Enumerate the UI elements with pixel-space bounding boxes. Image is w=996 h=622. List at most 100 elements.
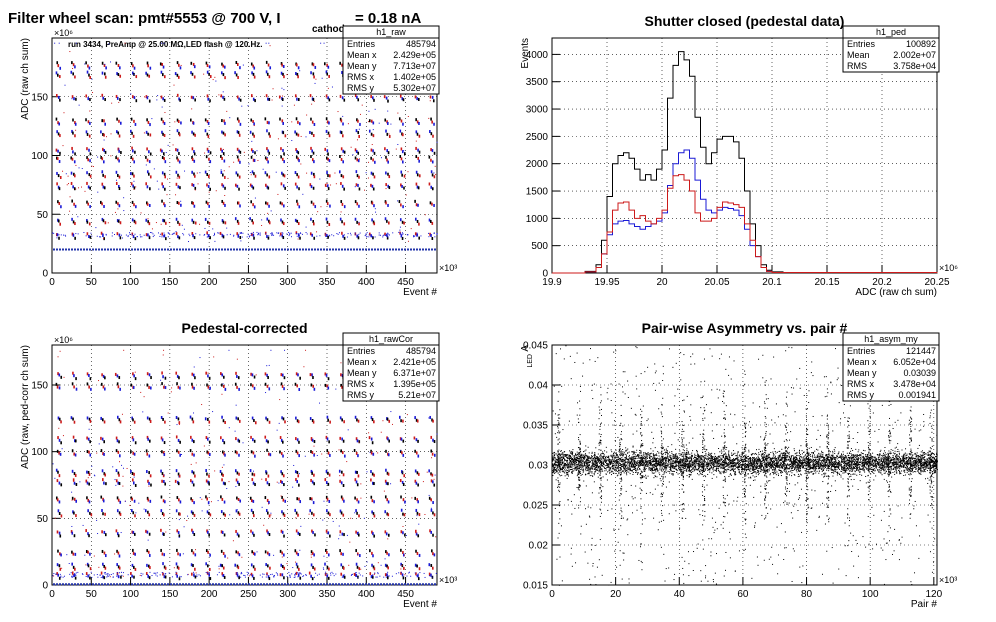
data-point-cluster xyxy=(311,480,314,484)
data-point-cluster xyxy=(236,173,239,177)
data-point xyxy=(685,457,687,459)
data-point xyxy=(568,463,570,465)
data-point xyxy=(281,556,283,558)
data-point xyxy=(846,452,848,454)
data-point xyxy=(407,115,409,117)
data-point xyxy=(928,467,930,469)
data-point xyxy=(247,105,249,107)
data-point-cluster xyxy=(207,134,210,138)
data-point xyxy=(271,233,273,235)
data-point xyxy=(811,460,813,462)
data-point xyxy=(673,470,675,472)
data-point-cluster xyxy=(104,175,106,179)
data-point-cluster xyxy=(116,117,118,121)
data-point-cluster xyxy=(340,200,343,204)
data-point-cluster xyxy=(356,234,358,238)
data-point xyxy=(692,467,694,469)
data-point-cluster xyxy=(280,373,283,377)
data-point xyxy=(667,466,669,468)
data-point xyxy=(368,432,370,434)
data-point xyxy=(775,452,777,454)
data-point-cluster xyxy=(193,150,195,154)
data-point-cluster xyxy=(117,471,120,475)
data-point-cluster xyxy=(250,155,253,159)
data-point xyxy=(826,454,828,456)
data-point xyxy=(222,91,224,93)
data-point-cluster xyxy=(115,181,118,185)
data-point xyxy=(800,456,802,458)
data-point-cluster xyxy=(284,499,287,503)
data-point xyxy=(845,458,847,460)
data-point xyxy=(588,464,590,466)
data-point-cluster xyxy=(357,500,360,504)
data-point-cluster xyxy=(59,175,62,179)
data-point xyxy=(356,139,358,141)
data-point xyxy=(808,461,810,463)
data-point-cluster xyxy=(327,482,330,486)
data-point xyxy=(633,463,635,465)
data-point xyxy=(575,466,577,468)
data-point-cluster xyxy=(193,75,196,79)
data-point-cluster xyxy=(414,217,417,221)
data-point xyxy=(246,236,248,238)
data-point-cluster xyxy=(313,175,316,179)
data-point-cluster xyxy=(206,147,209,151)
data-point-cluster xyxy=(135,99,138,103)
data-point-cluster xyxy=(294,182,297,186)
data-point-cluster xyxy=(312,72,315,76)
data-point-cluster xyxy=(339,117,342,121)
data-point-cluster xyxy=(119,454,121,458)
data-point xyxy=(273,576,275,578)
data-point xyxy=(74,574,76,576)
data-point-cluster xyxy=(295,511,298,515)
data-point-cluster xyxy=(208,157,210,161)
data-point-cluster xyxy=(145,130,148,134)
data-point xyxy=(827,462,829,464)
data-point xyxy=(589,457,591,459)
data-point-cluster xyxy=(72,72,75,76)
data-point xyxy=(833,461,835,463)
data-point-cluster xyxy=(251,574,254,578)
data-point-cluster xyxy=(148,454,151,458)
data-point-cluster xyxy=(282,173,285,177)
data-point-cluster xyxy=(311,451,314,455)
data-point-cluster xyxy=(384,232,386,236)
data-point xyxy=(288,571,290,573)
data-point-cluster xyxy=(386,149,388,153)
data-point xyxy=(801,461,803,463)
data-point-cluster xyxy=(58,386,61,390)
data-point xyxy=(855,460,857,462)
data-point-cluster xyxy=(280,147,282,151)
data-point xyxy=(193,412,195,414)
data-point-cluster xyxy=(268,483,271,487)
data-point-cluster xyxy=(432,533,434,537)
data-point xyxy=(435,173,437,175)
data-point xyxy=(875,460,877,462)
data-point xyxy=(885,453,887,455)
data-point-cluster xyxy=(146,118,148,122)
data-point xyxy=(357,531,359,533)
data-point-cluster xyxy=(249,217,251,221)
data-point xyxy=(349,232,351,234)
data-point xyxy=(890,467,892,469)
data-point-cluster xyxy=(326,120,329,124)
data-point-cluster xyxy=(220,170,223,174)
data-point-cluster xyxy=(400,562,402,566)
data-point xyxy=(914,459,916,461)
data-point-cluster xyxy=(59,75,61,79)
data-point xyxy=(699,461,701,463)
data-point xyxy=(783,463,785,465)
data-point-cluster xyxy=(414,563,417,567)
data-point xyxy=(866,458,868,460)
data-point-cluster xyxy=(222,173,224,177)
data-point-cluster xyxy=(282,454,284,458)
data-point-cluster xyxy=(343,187,345,191)
data-point-cluster xyxy=(238,133,241,137)
data-point-cluster xyxy=(85,130,88,134)
data-point-cluster xyxy=(205,469,207,473)
data-point-cluster xyxy=(342,565,344,569)
data-point xyxy=(789,465,791,467)
data-point-cluster xyxy=(369,572,372,576)
data-point xyxy=(423,572,425,574)
data-point xyxy=(904,471,906,473)
